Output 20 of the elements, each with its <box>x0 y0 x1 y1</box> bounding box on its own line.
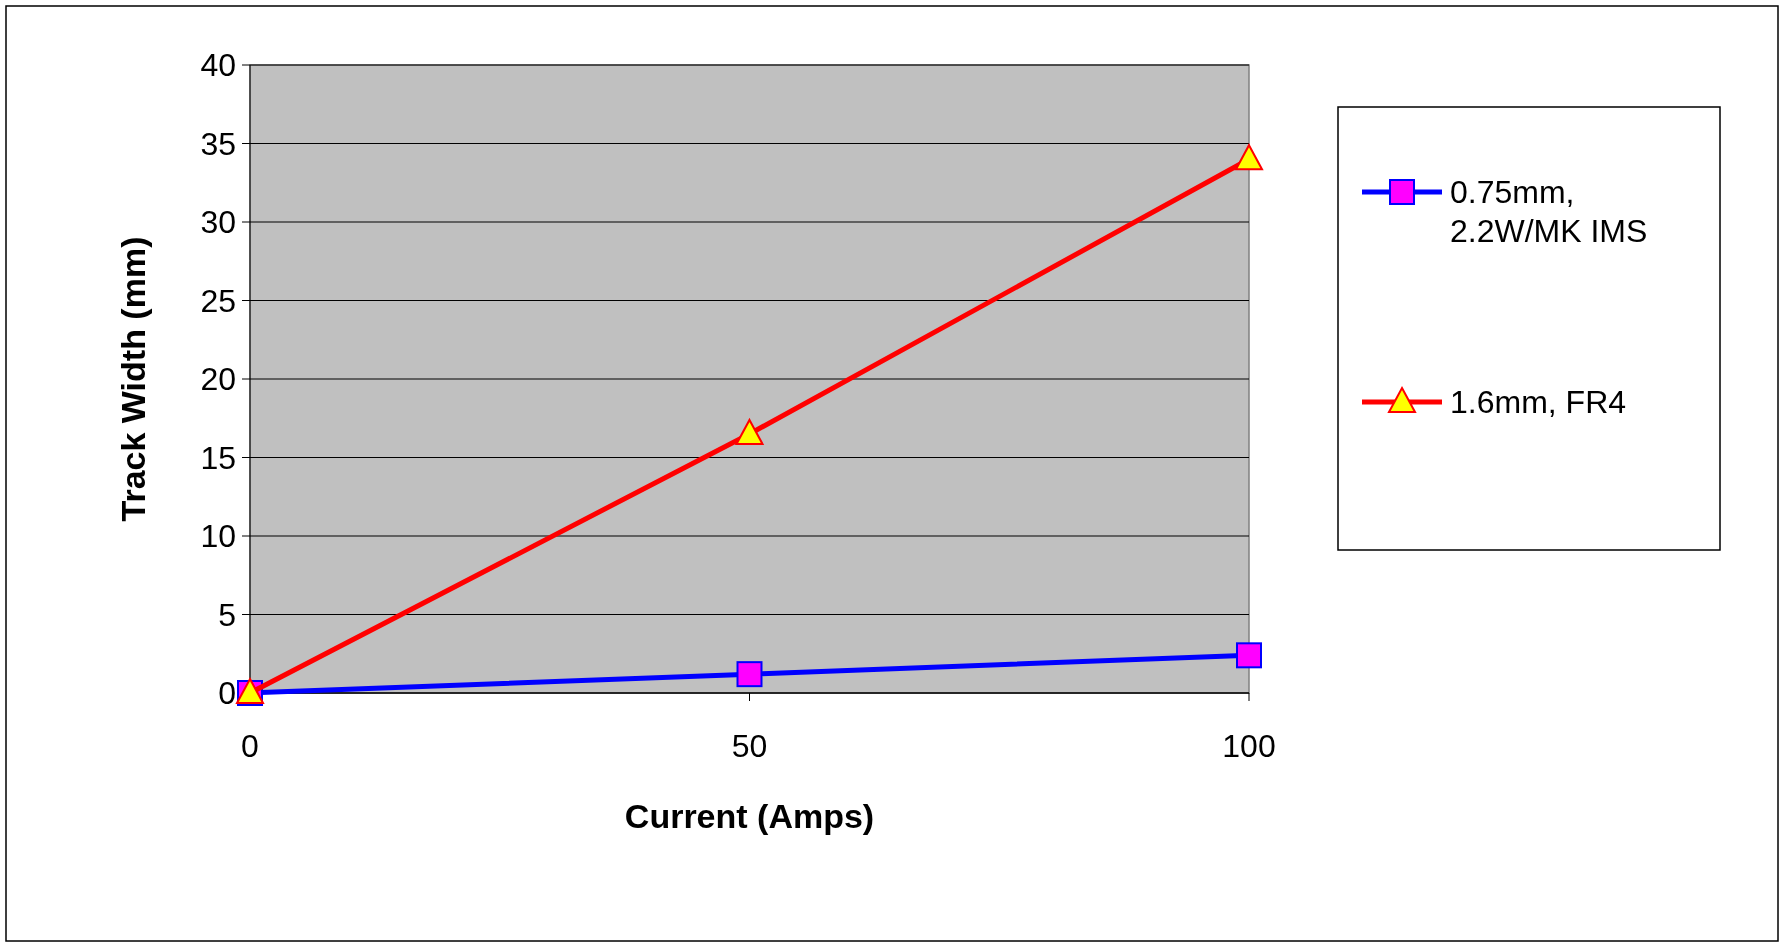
x-tick-label: 100 <box>1222 728 1276 764</box>
x-axis-title: Current (Amps) <box>624 797 875 835</box>
point <box>1235 144 1263 171</box>
point <box>1236 642 1262 669</box>
point <box>736 661 763 688</box>
x-tick-label: 0 <box>241 728 259 764</box>
legend-label: 0.75mm, 2.2W/MK IMS <box>1450 174 1648 249</box>
y-tick-label: 5 <box>218 596 236 633</box>
y-tick-label: 30 <box>200 204 236 241</box>
y-tick-label: 10 <box>200 518 236 555</box>
y-tick-label: 15 <box>200 439 236 476</box>
y-tick-label: 0 <box>218 675 236 712</box>
x-tick-label: 50 <box>731 728 768 764</box>
y-tick-label: 35 <box>200 125 236 162</box>
legend-label: 1.6mm, FR4 <box>1450 384 1627 421</box>
y-axis-title: Track Width (mm) <box>114 236 152 522</box>
point <box>735 418 764 445</box>
y-tick-label: 20 <box>200 361 236 398</box>
y-tick-label: 40 <box>200 47 236 84</box>
y-tick-label: 25 <box>200 282 236 319</box>
